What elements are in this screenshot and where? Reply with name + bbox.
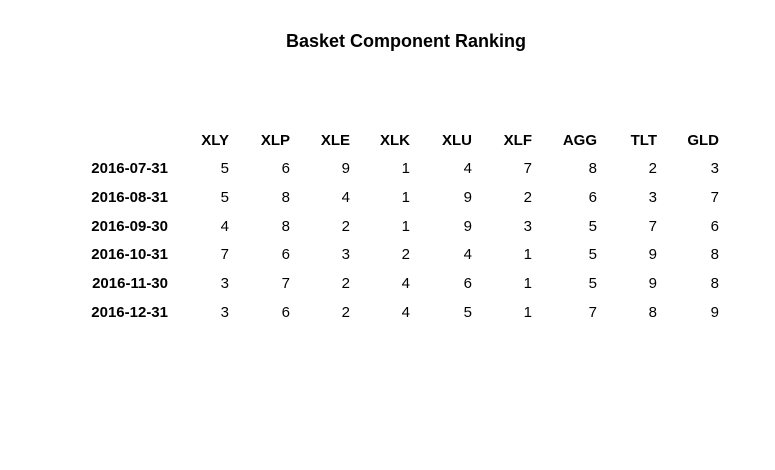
cell-2016-12-31-gld: 9 bbox=[710, 304, 719, 321]
column-header-xlp: XLP bbox=[260, 132, 290, 149]
cell-2016-08-31-xlf: 2 bbox=[523, 189, 532, 206]
cell-2016-09-30-xlu: 9 bbox=[463, 218, 472, 235]
cell-2016-12-31-xlk: 4 bbox=[401, 304, 410, 321]
column-header-xlf: XLF bbox=[503, 132, 532, 149]
row-header-2016-12-31: 2016-12-31 bbox=[91, 304, 168, 321]
column-header-tlt: TLT bbox=[630, 132, 657, 149]
cell-2016-08-31-xly: 5 bbox=[220, 189, 229, 206]
cell-2016-08-31-xlp: 8 bbox=[281, 189, 290, 206]
row-header-2016-07-31: 2016-07-31 bbox=[91, 160, 168, 177]
cell-2016-11-30-xlk: 4 bbox=[401, 275, 410, 292]
cell-2016-10-31-agg: 5 bbox=[588, 246, 597, 263]
cell-2016-09-30-tlt: 7 bbox=[648, 218, 657, 235]
cell-2016-09-30-gld: 6 bbox=[710, 218, 719, 235]
cell-2016-08-31-xlk: 1 bbox=[401, 189, 410, 206]
cell-2016-11-30-xlu: 6 bbox=[463, 275, 472, 292]
cell-2016-09-30-xly: 4 bbox=[220, 218, 229, 235]
cell-2016-07-31-gld: 3 bbox=[710, 160, 719, 177]
cell-2016-07-31-tlt: 2 bbox=[648, 160, 657, 177]
cell-2016-12-31-agg: 7 bbox=[588, 304, 597, 321]
cell-2016-08-31-xlu: 9 bbox=[463, 189, 472, 206]
column-header-xle: XLE bbox=[320, 132, 350, 149]
cell-2016-07-31-xlp: 6 bbox=[281, 160, 290, 177]
row-header-2016-11-30: 2016-11-30 bbox=[92, 275, 168, 292]
cell-2016-09-30-agg: 5 bbox=[588, 218, 597, 235]
cell-2016-11-30-xle: 2 bbox=[341, 275, 350, 292]
cell-2016-12-31-tlt: 8 bbox=[648, 304, 657, 321]
cell-2016-10-31-gld: 8 bbox=[710, 246, 719, 263]
column-header-gld: GLD bbox=[687, 132, 719, 149]
cell-2016-08-31-xle: 4 bbox=[341, 189, 350, 206]
cell-2016-10-31-tlt: 9 bbox=[648, 246, 657, 263]
cell-2016-10-31-xlf: 1 bbox=[523, 246, 532, 263]
column-header-xlk: XLK bbox=[380, 132, 410, 149]
cell-2016-11-30-xlf: 1 bbox=[523, 275, 532, 292]
cell-2016-09-30-xlf: 3 bbox=[523, 218, 532, 235]
cell-2016-08-31-gld: 7 bbox=[710, 189, 719, 206]
cell-2016-08-31-tlt: 3 bbox=[648, 189, 657, 206]
cell-2016-10-31-xle: 3 bbox=[341, 246, 350, 263]
cell-2016-07-31-xlu: 4 bbox=[463, 160, 472, 177]
cell-2016-10-31-xlk: 2 bbox=[401, 246, 410, 263]
cell-2016-10-31-xlu: 4 bbox=[463, 246, 472, 263]
column-header-xly: XLY bbox=[201, 132, 229, 149]
cell-2016-12-31-xlp: 6 bbox=[281, 304, 290, 321]
cell-2016-09-30-xlp: 8 bbox=[281, 218, 290, 235]
cell-2016-12-31-xly: 3 bbox=[220, 304, 229, 321]
cell-2016-11-30-tlt: 9 bbox=[648, 275, 657, 292]
cell-2016-11-30-agg: 5 bbox=[588, 275, 597, 292]
cell-2016-07-31-agg: 8 bbox=[588, 160, 597, 177]
cell-2016-12-31-xlf: 1 bbox=[523, 304, 532, 321]
row-header-2016-09-30: 2016-09-30 bbox=[91, 218, 168, 235]
cell-2016-09-30-xle: 2 bbox=[341, 218, 350, 235]
cell-2016-11-30-xly: 3 bbox=[220, 275, 229, 292]
cell-2016-07-31-xle: 9 bbox=[341, 160, 350, 177]
cell-2016-07-31-xlf: 7 bbox=[523, 160, 532, 177]
row-header-2016-10-31: 2016-10-31 bbox=[91, 246, 168, 263]
cell-2016-09-30-xlk: 1 bbox=[401, 218, 410, 235]
cell-2016-12-31-xlu: 5 bbox=[463, 304, 472, 321]
column-header-agg: AGG bbox=[562, 132, 597, 149]
chart-title: Basket Component Ranking bbox=[285, 31, 527, 51]
cell-2016-07-31-xlk: 1 bbox=[401, 160, 410, 177]
cell-2016-12-31-xle: 2 bbox=[341, 304, 350, 321]
cell-2016-10-31-xly: 7 bbox=[220, 246, 229, 263]
cell-2016-11-30-gld: 8 bbox=[710, 275, 719, 292]
column-header-xlu: XLU bbox=[442, 132, 472, 149]
row-header-2016-08-31: 2016-08-31 bbox=[91, 189, 168, 206]
cell-2016-10-31-xlp: 6 bbox=[281, 246, 290, 263]
cell-2016-08-31-agg: 6 bbox=[588, 189, 597, 206]
cell-2016-11-30-xlp: 7 bbox=[281, 275, 290, 292]
cell-2016-07-31-xly: 5 bbox=[220, 160, 229, 177]
